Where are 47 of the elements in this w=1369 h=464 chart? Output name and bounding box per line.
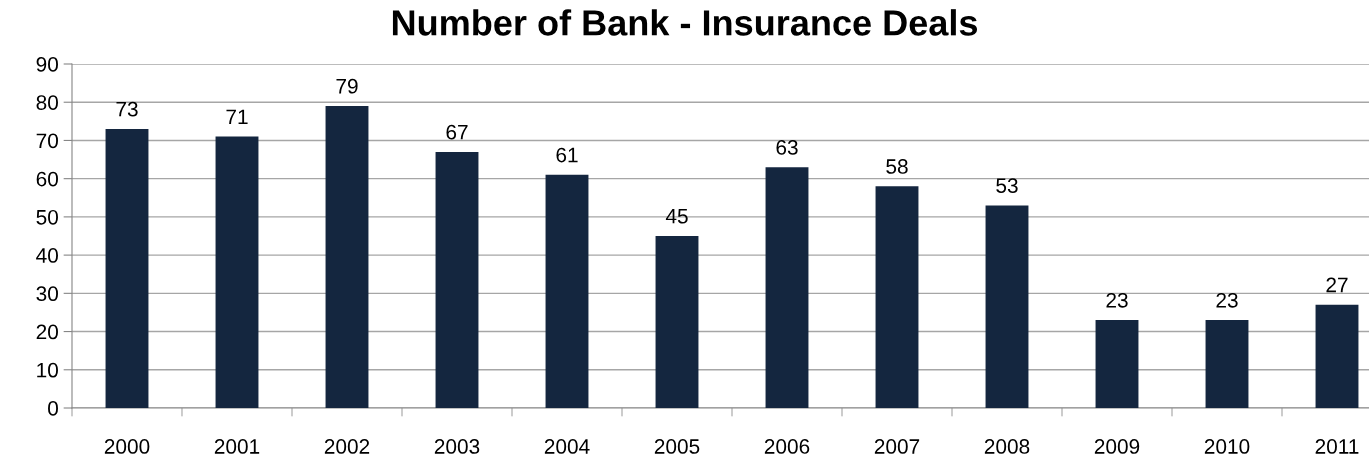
y-tick-label: 30 <box>36 286 58 302</box>
x-tick-label: 2000 <box>104 439 150 454</box>
bar <box>435 151 479 408</box>
y-tick-label: 90 <box>36 57 58 72</box>
x-tick-label: 2001 <box>214 439 260 454</box>
y-tick-label: 70 <box>36 133 58 149</box>
bar <box>1315 304 1359 408</box>
x-tick-label: 2004 <box>544 439 590 454</box>
chart-title: Number of Bank - Insurance Deals <box>392 9 978 36</box>
x-tick-label: 2010 <box>1204 439 1250 454</box>
bar <box>1095 320 1139 408</box>
data-label: 61 <box>556 147 578 163</box>
x-tick-label: 2008 <box>984 439 1030 454</box>
bar <box>985 205 1029 408</box>
data-label: 53 <box>996 178 1018 193</box>
data-label: 23 <box>1106 292 1128 308</box>
bar <box>765 167 809 408</box>
x-tick-label: 2006 <box>764 439 810 454</box>
data-label: 73 <box>116 101 138 117</box>
y-tick-label: 0 <box>48 401 58 416</box>
bar <box>215 136 259 408</box>
x-tick-label: 2011 <box>1315 439 1359 454</box>
data-label: 23 <box>1216 292 1238 308</box>
bar <box>545 174 589 408</box>
bar <box>655 236 699 408</box>
bar <box>325 106 369 408</box>
y-tick-label: 50 <box>36 209 58 225</box>
data-label: 58 <box>886 159 908 174</box>
data-label: 63 <box>776 140 798 155</box>
data-label: 71 <box>226 109 248 124</box>
y-tick-label: 60 <box>36 171 58 187</box>
y-tick-label: 20 <box>36 324 58 340</box>
x-tick-label: 2007 <box>874 439 920 454</box>
bar <box>875 186 919 408</box>
x-tick-label: 2002 <box>324 439 370 454</box>
x-tick-label: 2009 <box>1094 439 1140 454</box>
bar <box>105 128 149 408</box>
x-tick-label: 2005 <box>654 439 700 454</box>
y-tick-label: 80 <box>36 95 58 110</box>
data-label: 67 <box>446 124 468 140</box>
y-tick-label: 40 <box>36 248 58 263</box>
bar <box>1205 320 1249 408</box>
y-tick-label: 10 <box>37 362 58 378</box>
data-label: 45 <box>665 209 688 224</box>
data-label: 27 <box>1326 277 1348 293</box>
data-label: 79 <box>336 78 358 94</box>
x-tick-label: 2003 <box>434 439 480 454</box>
